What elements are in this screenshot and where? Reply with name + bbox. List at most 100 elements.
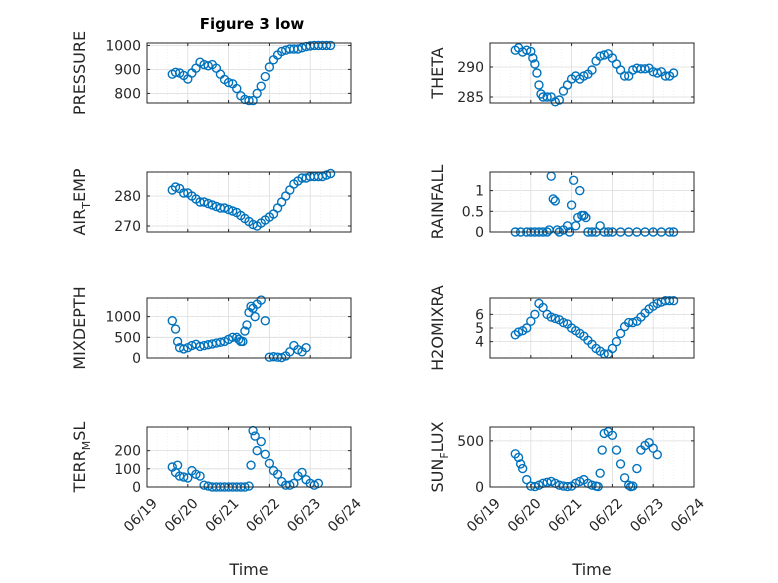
y-tick-label: 200 [114, 444, 141, 460]
data-point [595, 51, 605, 61]
panel-terr: 0 100 200 TERRMSL 06/19 06/20 06/21 06/22 06/23 0… [70, 422, 365, 579]
y-axis-label: TERRMSL [70, 422, 93, 494]
y-tick-label: 1000 [105, 38, 141, 54]
data-point [546, 312, 556, 322]
data-point [597, 445, 607, 455]
y-axis-label: SUNFLUX [428, 421, 451, 492]
data-point [632, 463, 642, 474]
data-point [581, 212, 591, 223]
panel-pressure: 800 900 1000 PRESSURE [70, 31, 352, 115]
y-tick-label: 100 [114, 462, 141, 478]
y-tick-label: 6 [475, 307, 484, 323]
data-point [607, 430, 618, 441]
data-point [515, 459, 526, 469]
data-point [244, 95, 254, 106]
data-point [252, 88, 262, 99]
data-point [619, 71, 630, 81]
axes-box [146, 42, 352, 104]
y-tick-label: 500 [457, 434, 484, 450]
x-tick-label: 06/24 [325, 496, 365, 536]
y-tick-label: 285 [457, 90, 484, 106]
x-tick-label: 06/24 [668, 496, 708, 536]
data-point [260, 449, 271, 459]
data-point [179, 472, 189, 482]
axes-box [146, 171, 352, 233]
panel-sunflux: 0 500 SUNFLUX 06/19 06/20 06/21 06/22 06/23 06/2… [428, 421, 708, 579]
data-point [615, 328, 626, 339]
data-point [550, 196, 560, 206]
data-point [522, 474, 532, 485]
data-point [526, 316, 536, 326]
data-point [640, 64, 650, 74]
data-point [668, 296, 679, 306]
data-point [250, 431, 260, 441]
data-point [183, 473, 193, 483]
y-tick-label: 0 [132, 351, 141, 367]
data-point [167, 316, 177, 326]
y-tick-label: 500 [114, 330, 141, 346]
axes-box [146, 297, 352, 359]
data-point [615, 459, 626, 469]
data-point [215, 337, 226, 347]
y-tick-label: 1000 [105, 310, 141, 326]
data-point [554, 95, 565, 105]
x-tick-label: 06/23 [627, 496, 667, 536]
y-tick-label: 1 [475, 184, 484, 200]
data-point [668, 68, 679, 78]
data-point [179, 344, 189, 354]
data-point [238, 336, 248, 347]
data-point [664, 296, 675, 306]
data-point [321, 40, 332, 51]
data-point [264, 62, 275, 72]
data-point [215, 69, 226, 79]
data-point [207, 200, 217, 210]
data-point [227, 206, 238, 216]
y-tick-label: 0 [475, 480, 484, 496]
data-point [276, 46, 287, 57]
x-tick-label: 06/21 [546, 496, 586, 536]
figure-title: Figure 3 low [200, 15, 305, 33]
y-tick-label: 0 [475, 225, 484, 241]
x-tick-label: 06/19 [121, 496, 161, 536]
data-point [624, 480, 634, 490]
data-point [256, 295, 266, 305]
data-point [660, 71, 671, 81]
data-point [244, 481, 254, 491]
data-point [170, 182, 181, 192]
data-point [256, 81, 266, 91]
data-point [522, 45, 532, 55]
y-tick-label: 0.5 [462, 204, 484, 220]
y-axis-label: RAINFALL [428, 165, 447, 240]
data-point [240, 326, 250, 336]
panel-rainfall: 0 0.5 1 RAINFALL [428, 165, 695, 241]
x-axis-label: Time [228, 560, 268, 579]
x-tick-label: 06/21 [203, 496, 243, 536]
panel-h2o: 456 H2OMIXRA [428, 285, 695, 371]
data-point [595, 468, 605, 478]
data-point [321, 170, 332, 180]
data-point [513, 327, 524, 337]
data-point [542, 92, 552, 102]
data-point [199, 197, 209, 207]
axes-box [489, 171, 695, 233]
axes-box [489, 426, 695, 488]
data-point [172, 460, 183, 470]
data-point [558, 317, 569, 328]
data-point [293, 44, 303, 54]
data-point [325, 168, 336, 179]
x-tick-label: 06/22 [243, 496, 283, 536]
data-point [301, 342, 311, 353]
data-point [172, 336, 183, 347]
data-point [227, 332, 238, 343]
y-axis-label: H2OMIXRA [428, 285, 447, 371]
data-point [223, 204, 234, 215]
y-axis-label: PRESSURE [70, 31, 89, 115]
data-point [250, 311, 260, 322]
y-tick-label: 0 [132, 480, 141, 496]
data-point [203, 198, 213, 209]
data-point [550, 313, 560, 324]
data-point [652, 298, 662, 309]
data-point [530, 309, 540, 320]
data-point [246, 460, 256, 470]
